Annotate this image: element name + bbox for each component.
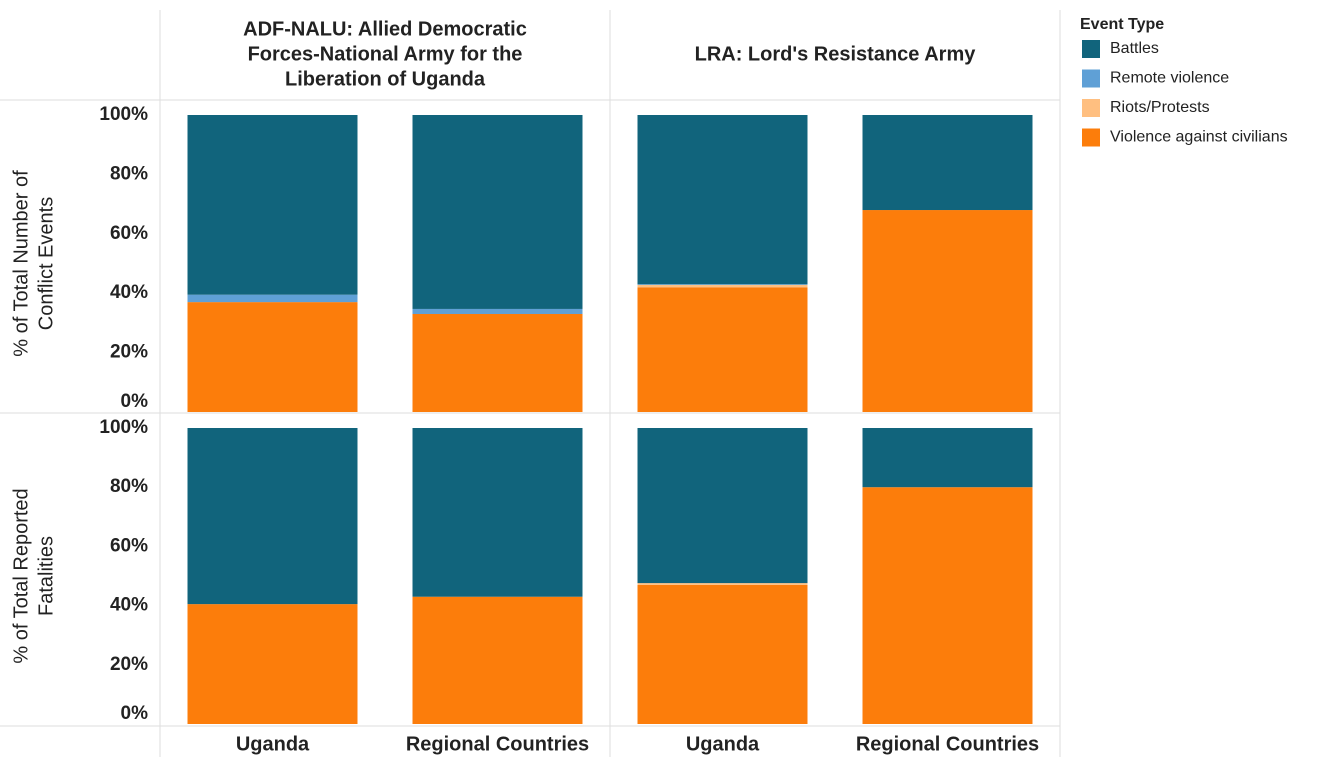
bar-segment bbox=[637, 284, 808, 285]
group-title: LRA: Lord's Resistance Army bbox=[695, 43, 977, 65]
bar-segment bbox=[637, 428, 808, 584]
group-title: Forces-National Army for the bbox=[248, 43, 523, 65]
bar-segment bbox=[187, 115, 358, 295]
bar-segment bbox=[862, 428, 1033, 488]
x-tick-label: Regional Countries bbox=[406, 733, 589, 755]
bar-segment bbox=[637, 115, 808, 285]
bar-segment bbox=[187, 428, 358, 605]
y-tick-label: 40% bbox=[110, 595, 148, 616]
bar-segment bbox=[862, 487, 1033, 724]
legend-swatch bbox=[1082, 40, 1100, 58]
row-label: % of Total Number of bbox=[10, 170, 32, 357]
bar-segment bbox=[187, 302, 358, 412]
bar-segment bbox=[412, 596, 583, 724]
bar-segment bbox=[412, 313, 583, 412]
bar-segment bbox=[412, 308, 583, 314]
x-tick-label: Regional Countries bbox=[856, 733, 1039, 755]
bar-segment bbox=[187, 604, 358, 724]
group-title: Liberation of Uganda bbox=[285, 68, 486, 90]
y-tick-label: 20% bbox=[110, 342, 148, 363]
legend-title: Event Type bbox=[1080, 16, 1164, 33]
bar-segment bbox=[637, 287, 808, 412]
x-tick-label: Uganda bbox=[686, 733, 760, 755]
legend-swatch bbox=[1082, 99, 1100, 117]
y-tick-label: 0% bbox=[121, 703, 149, 724]
y-tick-label: 20% bbox=[110, 654, 148, 675]
y-tick-label: 60% bbox=[110, 535, 148, 556]
y-tick-label: 80% bbox=[110, 163, 148, 184]
y-tick-label: 80% bbox=[110, 476, 148, 497]
bar-segment bbox=[637, 583, 808, 585]
row-label: Conflict Events bbox=[35, 197, 57, 330]
bar-segment bbox=[637, 584, 808, 724]
bar-segment bbox=[862, 210, 1033, 412]
legend-label: Riots/Protests bbox=[1110, 99, 1210, 116]
y-tick-label: 40% bbox=[110, 282, 148, 303]
bar-segment bbox=[637, 284, 808, 288]
legend-swatch bbox=[1082, 128, 1100, 147]
bar-segment bbox=[187, 294, 358, 303]
legend-label: Battles bbox=[1110, 40, 1159, 57]
legend-swatch bbox=[1082, 69, 1100, 88]
row-label: % of Total Reported bbox=[10, 488, 32, 663]
bar-segment bbox=[862, 115, 1033, 211]
y-tick-label: 100% bbox=[99, 104, 148, 125]
y-tick-label: 100% bbox=[99, 417, 148, 438]
bar-segment bbox=[412, 115, 583, 309]
group-title: ADF-NALU: Allied Democratic bbox=[243, 18, 527, 40]
row-label: Fatalities bbox=[35, 536, 57, 616]
x-tick-label: Uganda bbox=[236, 733, 310, 755]
bar-segment bbox=[412, 428, 583, 597]
legend-label: Violence against civilians bbox=[1110, 129, 1288, 146]
legend-label: Remote violence bbox=[1110, 70, 1229, 87]
y-tick-label: 60% bbox=[110, 223, 148, 244]
y-tick-label: 0% bbox=[121, 391, 149, 412]
